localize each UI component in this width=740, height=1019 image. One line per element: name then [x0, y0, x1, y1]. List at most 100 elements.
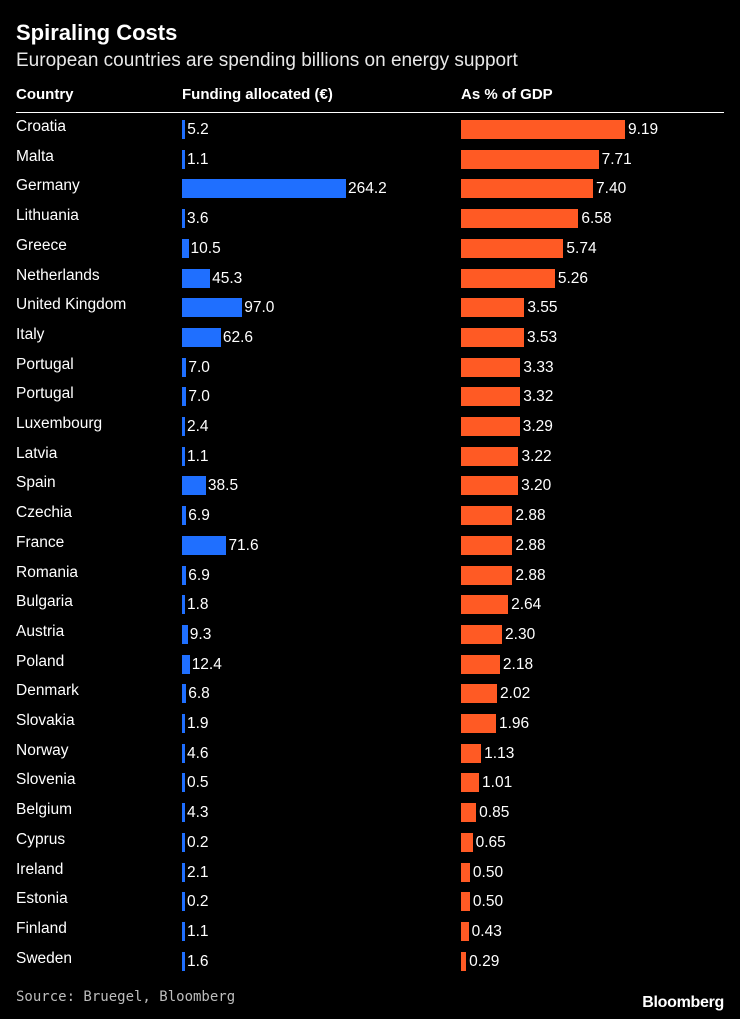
country-label: Cyprus: [16, 830, 66, 848]
gdp-value-label: 3.20: [521, 477, 552, 495]
gdp-bar: [461, 298, 525, 318]
funding-value-label: 2.4: [187, 418, 209, 435]
gdp-value-label: 6.58: [581, 210, 612, 228]
chart-row: Germany 264.2 7.40: [0, 173, 740, 203]
funding-value-label: 7.0: [188, 358, 210, 376]
gdp-bar: [461, 832, 473, 852]
gdp-value-label: 3.29: [522, 418, 553, 435]
chart-row: Czechia 6.9 2.88: [0, 500, 740, 530]
country-label: Italy: [16, 325, 45, 343]
gdp-value-label: 0.85: [479, 804, 510, 822]
gdp-bar: [461, 654, 500, 674]
funding-value-label: 97.0: [244, 299, 275, 317]
funding-bar: [182, 921, 185, 941]
funding-bar: [182, 179, 346, 199]
gdp-bar: [461, 327, 524, 347]
funding-value-label: 4.3: [187, 804, 209, 822]
chart-row: Poland 12.4 2.18: [0, 649, 740, 679]
chart-row: Estonia 0.2 0.50: [0, 886, 740, 916]
country-label: Estonia: [16, 890, 68, 908]
funding-value-label: 4.6: [187, 744, 209, 762]
country-column-header: Country: [16, 86, 74, 103]
gdp-bar: [461, 892, 470, 912]
country-label: France: [16, 533, 65, 551]
funding-bar: [182, 565, 187, 585]
gdp-bar: [461, 684, 498, 704]
gdp-value-label: 2.88: [515, 536, 546, 554]
funding-bar: [182, 149, 185, 169]
funding-bar: [182, 327, 221, 347]
chart-row: Croatia 5.2 9.19: [0, 114, 740, 144]
funding-bar: [182, 595, 185, 615]
funding-bar: [182, 268, 211, 288]
chart-row: Netherlands 45.3 5.26: [0, 263, 740, 293]
funding-column-header: Funding allocated (€): [182, 86, 333, 103]
funding-bar: [182, 387, 187, 407]
funding-bar: [182, 654, 190, 674]
gdp-value-label: 5.74: [566, 239, 597, 257]
country-label: Croatia: [16, 118, 66, 135]
country-label: Portugal: [16, 355, 74, 373]
funding-bar: [182, 803, 185, 823]
gdp-value-label: 9.19: [628, 121, 659, 138]
gdp-value-label: 3.32: [523, 388, 554, 406]
chart-row: Spain 38.5 3.20: [0, 470, 740, 500]
chart-row: Romania 6.9 2.88: [0, 560, 740, 590]
gdp-bar: [461, 357, 521, 377]
funding-bar: [182, 298, 243, 318]
chart-row: Ireland 2.1 0.50: [0, 857, 740, 887]
gdp-value-label: 0.50: [472, 893, 504, 911]
funding-bar: [182, 773, 185, 793]
chart-title: Spiraling Costs: [16, 20, 178, 45]
funding-value-label: 6.9: [188, 507, 210, 525]
funding-bar: [182, 357, 187, 377]
country-label: Austria: [16, 622, 65, 640]
chart-row: Luxembourg 2.4 3.29: [0, 411, 740, 441]
funding-bar: [182, 684, 187, 704]
funding-bar: [182, 951, 185, 971]
country-label: Luxembourg: [16, 415, 103, 432]
funding-bar: [182, 743, 185, 763]
country-label: Portugal: [16, 385, 74, 403]
gdp-bar: [461, 743, 482, 763]
chart-row: Portugal 7.0 3.32: [0, 381, 740, 411]
funding-value-label: 1.1: [187, 150, 209, 168]
chart-row: Bulgaria 1.8 2.64: [0, 589, 740, 619]
funding-bar: [182, 120, 186, 139]
funding-value-label: 2.1: [187, 863, 209, 881]
gdp-bar: [461, 417, 520, 436]
chart-row: France 71.6 2.88: [0, 530, 740, 560]
funding-value-label: 6.9: [188, 566, 210, 584]
country-label: Ireland: [16, 860, 64, 878]
gdp-bar: [461, 179, 594, 199]
funding-bar: [182, 476, 206, 496]
funding-bar: [182, 446, 185, 466]
gdp-value-label: 0.65: [475, 833, 506, 851]
gdp-bar: [461, 862, 470, 882]
bloomberg-logo: Bloomberg: [642, 994, 724, 1011]
funding-bar: [182, 624, 188, 644]
country-label: Denmark: [16, 682, 79, 700]
gdp-bar: [461, 149, 599, 169]
country-label: Belgium: [16, 801, 72, 819]
gdp-value-label: 5.26: [557, 269, 589, 287]
country-label: Bulgaria: [16, 593, 73, 611]
country-label: Latvia: [16, 444, 58, 462]
country-label: Finland: [16, 919, 67, 937]
chart-row: Lithuania 3.6 6.58: [0, 203, 740, 233]
gdp-value-label: 0.29: [469, 952, 500, 970]
gdp-bar: [461, 506, 513, 526]
gdp-bar: [461, 624, 503, 644]
funding-value-label: 45.3: [212, 269, 243, 287]
gdp-value-label: 2.18: [502, 655, 534, 673]
gdp-value-label: 2.30: [505, 625, 536, 643]
gdp-bar: [461, 476, 519, 496]
gdp-bar: [461, 565, 513, 585]
gdp-bar: [461, 209, 579, 229]
funding-value-label: 1.6: [187, 952, 209, 970]
funding-bar: [182, 892, 185, 912]
funding-value-label: 0.2: [187, 833, 209, 851]
gdp-bar: [461, 446, 519, 466]
gdp-value-label: 3.22: [521, 447, 552, 465]
funding-value-label: 1.8: [187, 596, 209, 614]
